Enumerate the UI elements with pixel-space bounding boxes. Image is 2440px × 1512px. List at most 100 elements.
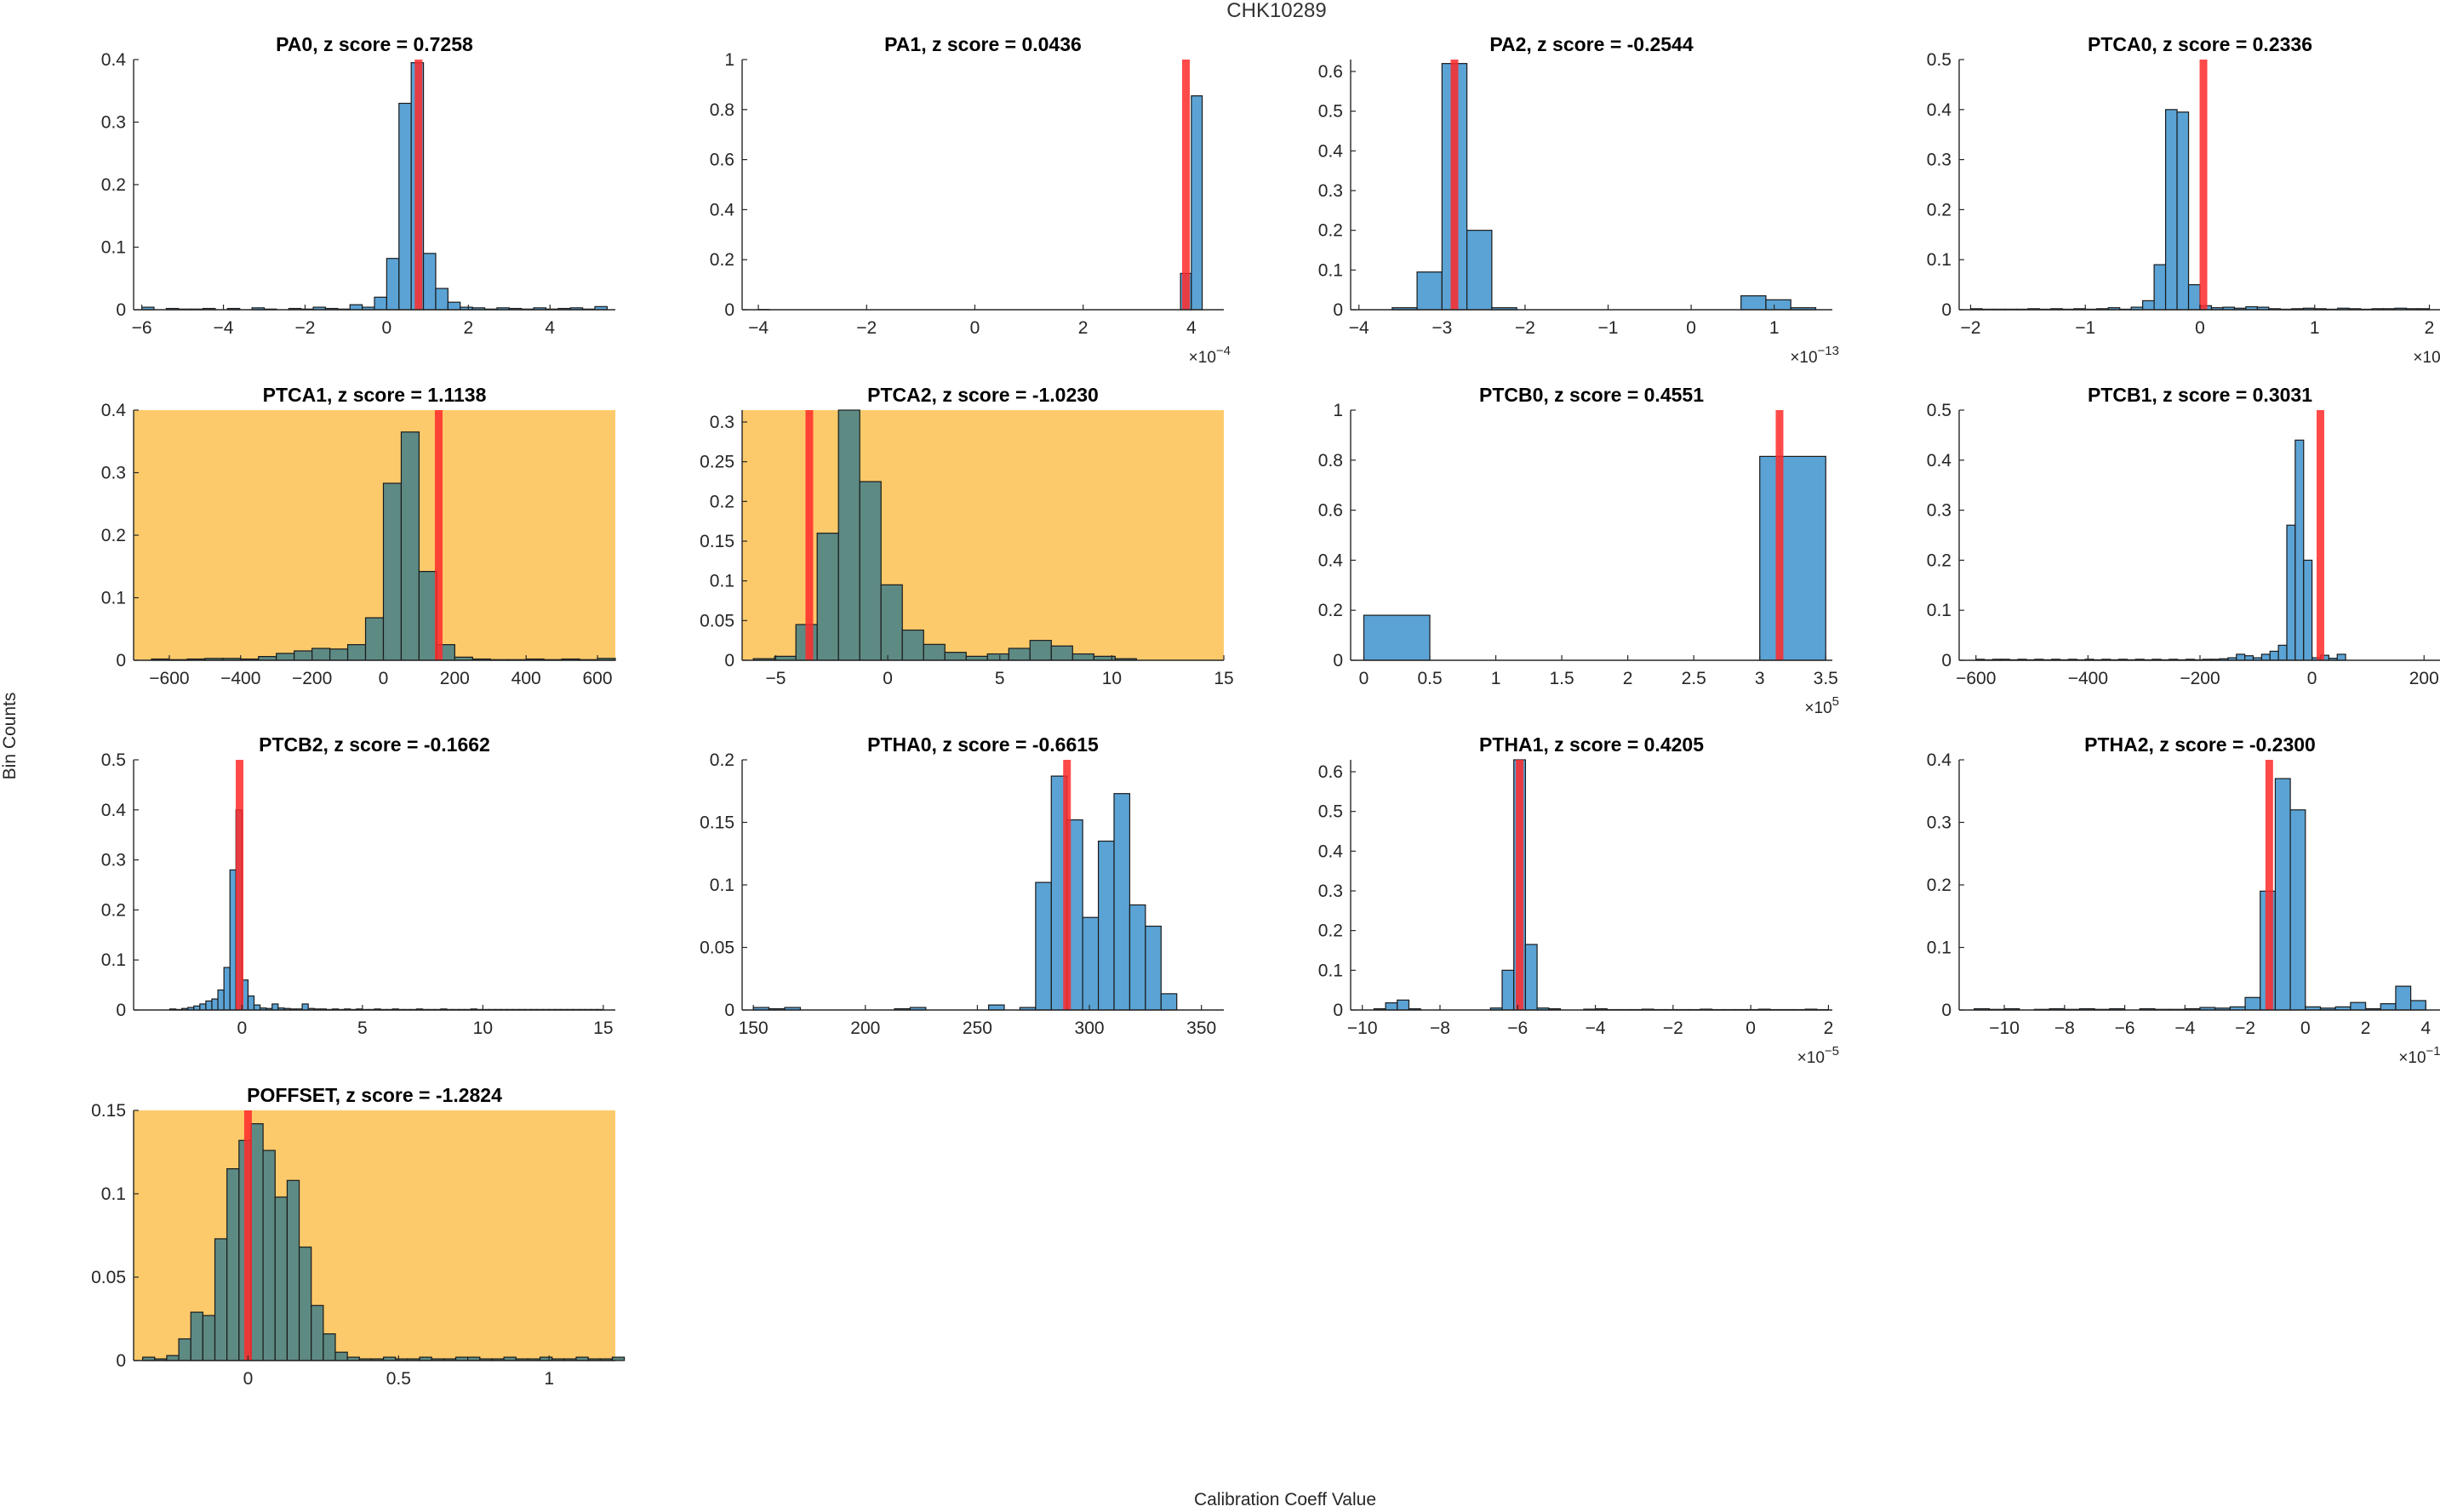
histogram-bar — [382, 482, 403, 661]
histogram-bar — [1097, 840, 1115, 1011]
x-tick-label: 2 — [2361, 1018, 2371, 1038]
subplot-title: PTHA1, z score = 0.4205 — [1479, 733, 1704, 756]
histogram-bar — [386, 258, 400, 311]
y-tick-label: 0.4 — [101, 801, 127, 820]
coefficient-marker-line — [805, 410, 814, 660]
histogram-bar — [2336, 653, 2346, 661]
histogram-bar — [229, 869, 237, 1011]
subplot-title: PTCA2, z score = -1.0230 — [867, 384, 1099, 406]
histogram-bar — [880, 584, 903, 661]
y-tick-label: 0.6 — [710, 151, 734, 170]
histogram-bar — [2187, 284, 2201, 311]
histogram-bar — [611, 1356, 626, 1361]
y-tick-label: 0.05 — [700, 939, 734, 958]
y-tick-label: 0.3 — [101, 113, 126, 133]
axis-exponent-label: ×10−5 — [1797, 1044, 1839, 1067]
y-tick-label: 0.3 — [1927, 501, 1951, 521]
histogram-bar — [1035, 882, 1052, 1011]
y-tick-label: 1 — [724, 50, 734, 70]
histogram-bar — [250, 1123, 264, 1361]
subplot-title: PA1, z score = 0.0436 — [884, 33, 1082, 55]
histogram-bar — [1082, 916, 1100, 1011]
figure-title: CHK10289 — [1226, 0, 1326, 22]
x-tick-label: 0 — [2195, 318, 2205, 338]
x-tick-label: 0.5 — [386, 1369, 411, 1389]
y-tick-label: 0.4 — [101, 401, 127, 420]
coefficient-marker-line — [1516, 760, 1524, 1010]
y-tick-label: 0.2 — [1318, 921, 1343, 941]
histogram-bar — [2277, 644, 2288, 661]
y-tick-label: 0.1 — [1927, 250, 1951, 270]
histogram-bar — [987, 1004, 1005, 1011]
subplot-ptcb0: PTCB0, z score = 0.4551 0 0.5 1 1.5 2 2.5 3 3.5 0… — [1318, 384, 1839, 717]
histogram-bar — [190, 1311, 203, 1361]
y-tick-label: 0 — [724, 1001, 734, 1020]
figure-ylabel: Bin Counts — [0, 693, 20, 780]
histogram-bar — [226, 1167, 240, 1361]
x-tick-label: 200 — [2409, 669, 2439, 688]
x-tick-label: −600 — [149, 669, 189, 688]
y-tick-label: 0.4 — [1318, 842, 1344, 861]
y-tick-label: 0.1 — [1318, 961, 1343, 980]
histogram-bar — [294, 650, 313, 661]
x-tick-label: 350 — [1186, 1018, 1216, 1038]
y-tick-label: 0.25 — [700, 453, 734, 472]
histogram-bar — [1113, 793, 1131, 1011]
y-tick-label: 0.4 — [1318, 141, 1344, 161]
axis-exponent-label: ×10−13 — [1790, 344, 1839, 367]
coefficient-marker-line — [2317, 410, 2324, 660]
histogram-bar — [1759, 455, 1826, 661]
histogram-bar — [364, 617, 385, 661]
y-tick-label: 0.5 — [1318, 802, 1343, 822]
y-tick-label: 0.6 — [1318, 501, 1343, 521]
y-tick-label: 0 — [1333, 651, 1343, 670]
x-tick-label: 300 — [1075, 1018, 1105, 1038]
histogram-bar — [1501, 969, 1515, 1011]
y-tick-label: 0.15 — [700, 813, 734, 833]
y-tick-label: 0.05 — [700, 611, 734, 630]
y-tick-label: 0.6 — [1318, 762, 1343, 782]
x-tick-label: −400 — [2068, 669, 2108, 688]
histogram-bar — [2176, 111, 2190, 311]
y-tick-label: 0.3 — [710, 413, 734, 432]
x-tick-label: −4 — [1349, 318, 1369, 338]
histogram-bar — [202, 1315, 216, 1361]
highlight-background — [742, 410, 1224, 660]
coefficient-marker-line — [236, 760, 244, 1010]
histogram-bar — [205, 1000, 213, 1011]
subplot-poffset: POFFSET, z score = -1.2824 0 0.5 1 0 0.05 0.1 0… — [91, 1084, 626, 1389]
x-tick-label: 0 — [2300, 1018, 2311, 1038]
histogram-bar — [349, 304, 363, 311]
histogram-bar — [2260, 653, 2271, 661]
subplot-title: PTCB2, z score = -0.1662 — [259, 733, 490, 756]
histogram-bar — [329, 648, 349, 661]
histogram-bar — [217, 989, 225, 1011]
y-tick-label: 0.2 — [1927, 876, 1951, 895]
subplot-title: PTCB1, z score = 0.3031 — [2088, 384, 2312, 406]
histogram-bar — [2303, 559, 2313, 661]
y-tick-label: 0.2 — [710, 750, 734, 770]
x-tick-label: 1 — [1491, 669, 1501, 688]
y-tick-label: 0.5 — [1318, 102, 1343, 122]
histogram-bar — [323, 1333, 336, 1361]
x-tick-label: 5 — [357, 1018, 368, 1038]
histogram-bar — [837, 409, 860, 661]
x-tick-label: −4 — [1586, 1018, 1606, 1038]
y-tick-label: 0 — [1333, 300, 1343, 320]
coefficient-marker-line — [243, 1110, 252, 1361]
coefficient-marker-line — [2199, 60, 2208, 310]
x-tick-label: −4 — [748, 318, 769, 338]
x-tick-label: −4 — [214, 318, 234, 338]
y-tick-label: 0.15 — [700, 532, 734, 551]
subplot-ptha1: PTHA1, z score = 0.4205 −10 −8 −6 −4 −2 0 2 0 0.1… — [1318, 733, 1839, 1067]
y-tick-label: 0.4 — [1927, 750, 1952, 770]
subplot-title: PTHA2, z score = -0.2300 — [2084, 733, 2316, 756]
y-tick-label: 0.15 — [91, 1101, 126, 1121]
axis-exponent-label: ×105 — [2413, 344, 2440, 367]
x-tick-label: 2 — [463, 318, 473, 338]
histogram-bar — [1029, 640, 1052, 661]
x-tick-label: −8 — [1430, 1018, 1450, 1038]
histogram-bar — [1397, 999, 1410, 1011]
x-tick-label: 1.5 — [1550, 669, 1574, 688]
y-tick-label: 0 — [1941, 300, 1951, 320]
